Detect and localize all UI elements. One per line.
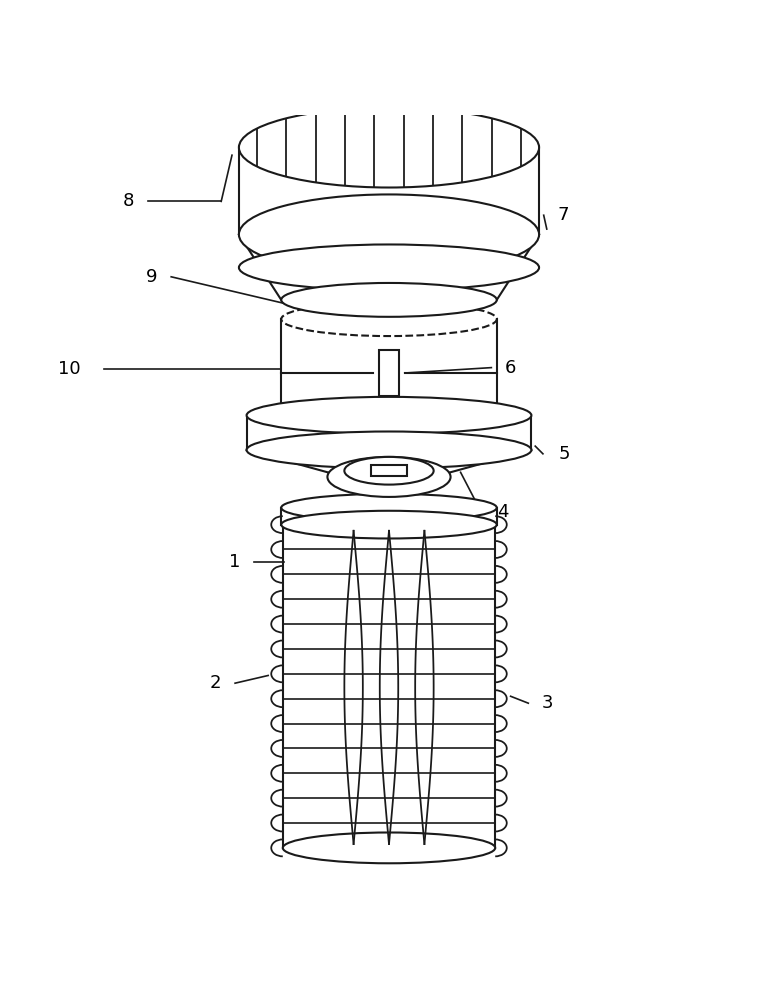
Ellipse shape	[247, 397, 531, 434]
Ellipse shape	[282, 832, 496, 863]
Ellipse shape	[281, 494, 497, 522]
Text: 4: 4	[497, 503, 509, 521]
Text: 6: 6	[505, 359, 517, 377]
Text: 1: 1	[230, 553, 240, 571]
Text: 9: 9	[146, 268, 158, 286]
Text: 5: 5	[559, 445, 570, 463]
Text: 2: 2	[210, 674, 222, 692]
Bar	[370, 465, 408, 476]
Ellipse shape	[328, 457, 450, 497]
Ellipse shape	[281, 283, 497, 317]
Bar	[380, 350, 398, 396]
Text: 8: 8	[123, 192, 135, 210]
Text: 7: 7	[557, 206, 569, 224]
Ellipse shape	[345, 457, 433, 485]
Ellipse shape	[281, 511, 497, 538]
Ellipse shape	[239, 244, 539, 291]
Ellipse shape	[247, 431, 531, 468]
Ellipse shape	[281, 302, 497, 336]
Ellipse shape	[239, 107, 539, 188]
Text: 3: 3	[541, 694, 553, 712]
Ellipse shape	[239, 194, 539, 274]
Text: 10: 10	[58, 360, 81, 378]
